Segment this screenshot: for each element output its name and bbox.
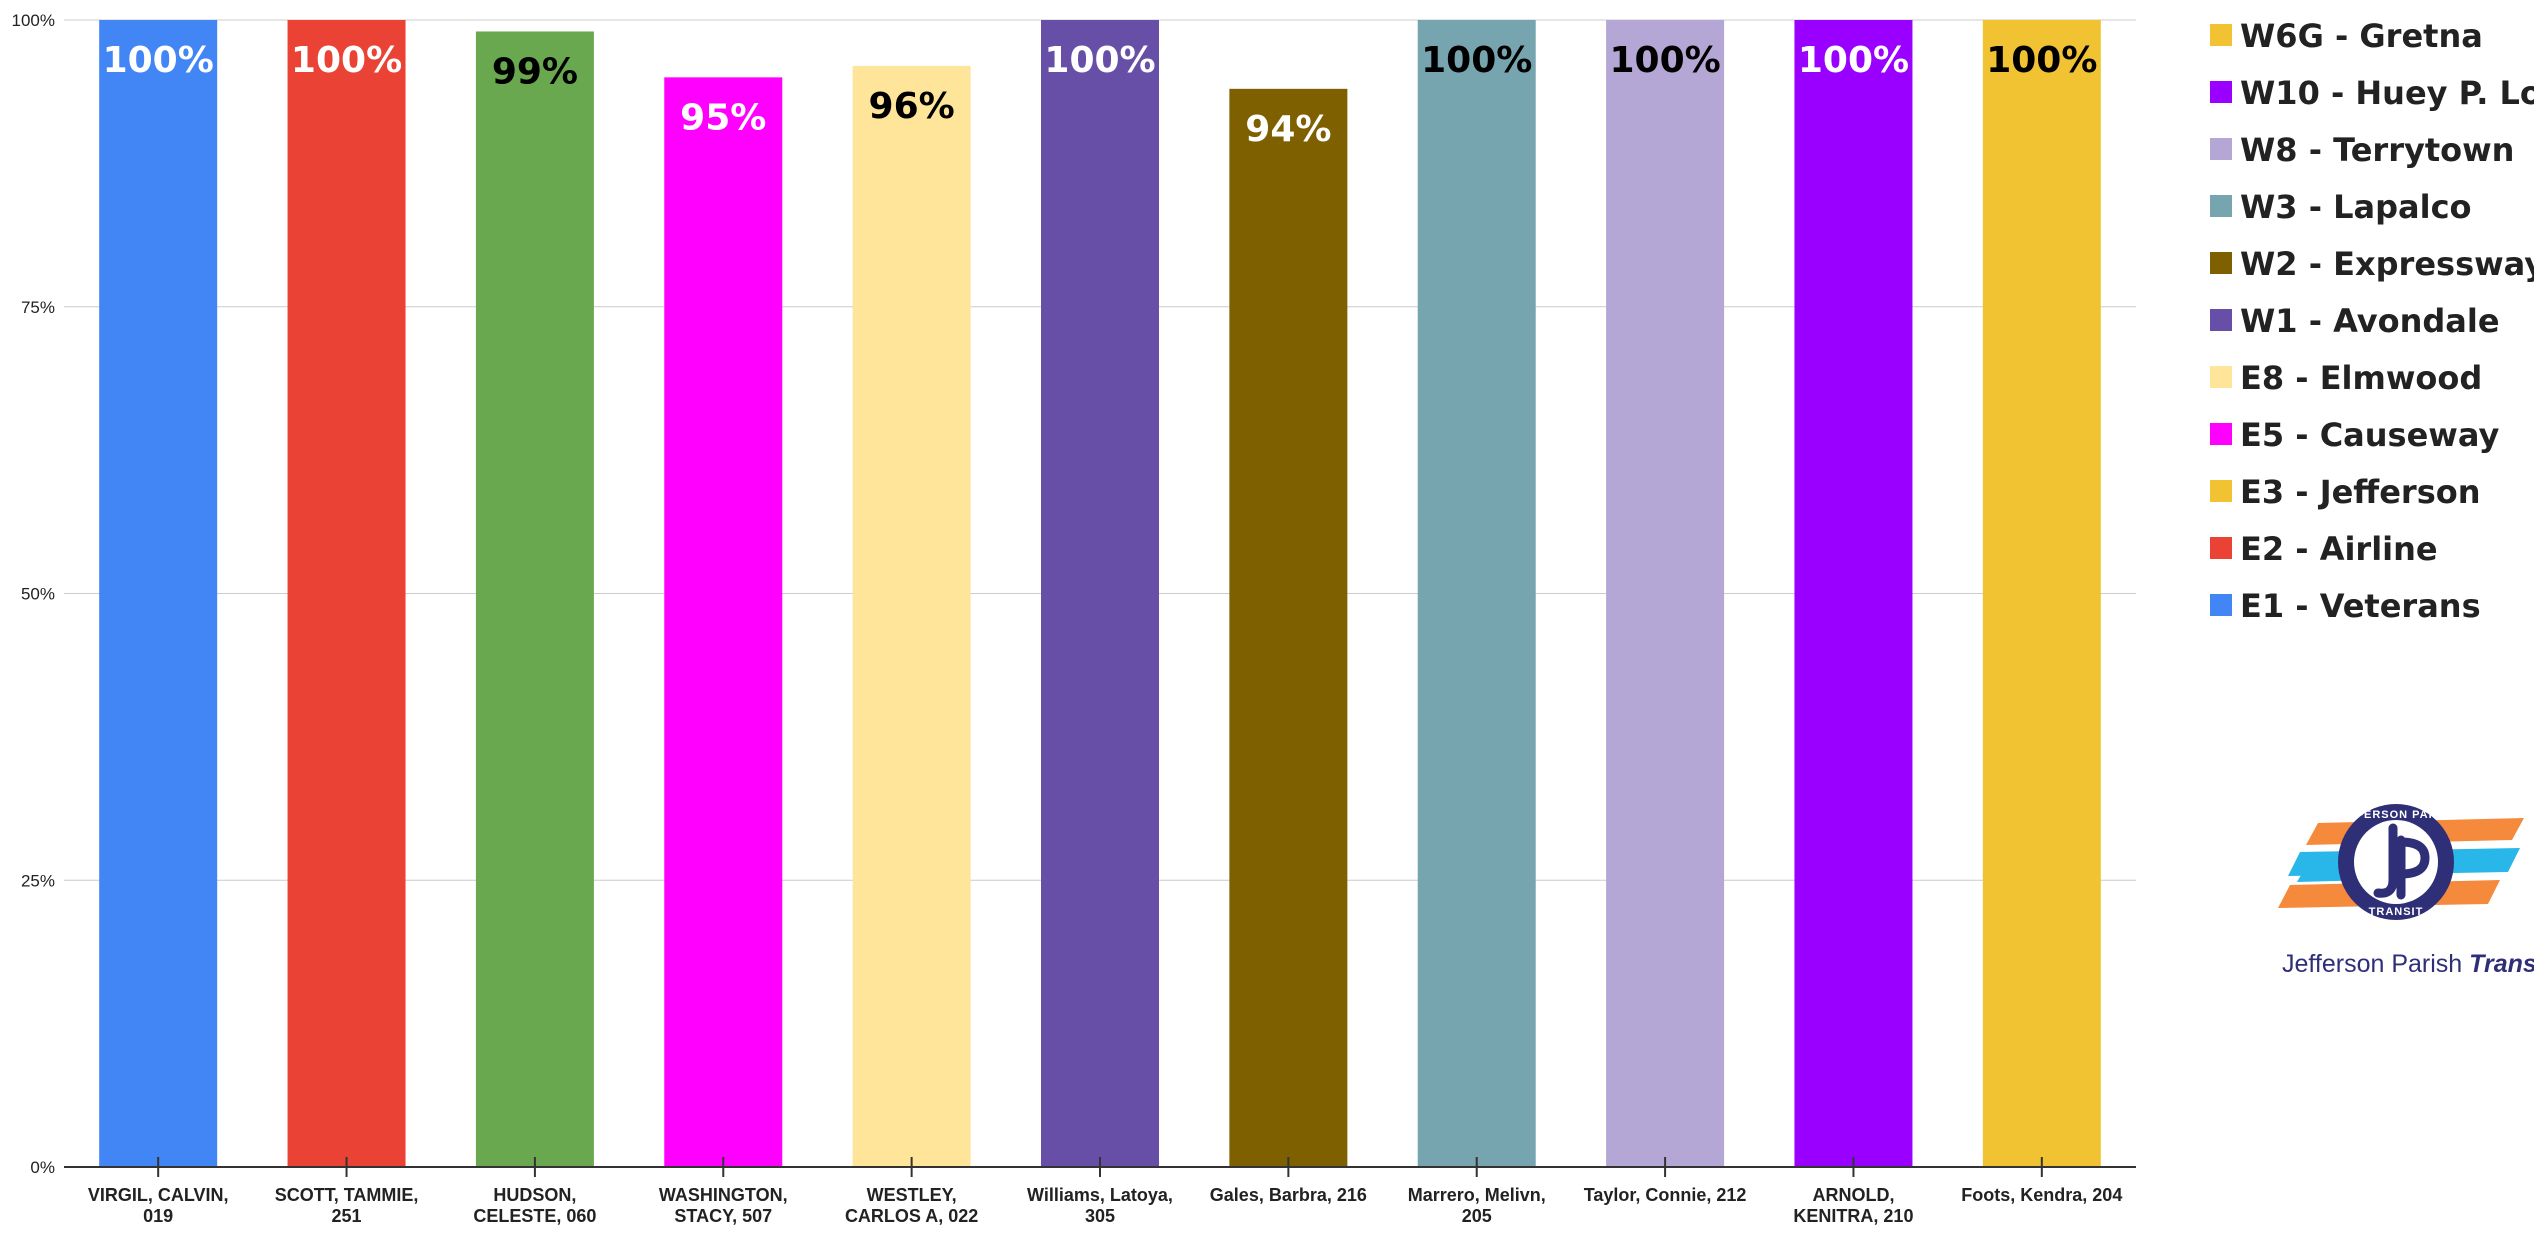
logo-ring: JEFFERSON PARISH TRANSIT [2333, 804, 2459, 920]
x-tick-label: HUDSON, CELESTE, 060 [473, 1185, 596, 1226]
x-tick-label: WASHINGTON, STACY, 507 [659, 1185, 788, 1226]
legend-item: W6G - Gretna [2210, 17, 2483, 55]
x-axis [64, 1157, 2136, 1177]
data-label: 100% [1798, 40, 1909, 81]
legend-item: E5 - Causeway [2210, 416, 2499, 454]
legend-label: W2 - Expressway [2240, 245, 2534, 283]
legend-item: W2 - Expressway [2210, 245, 2534, 283]
bar [1982, 20, 2101, 1167]
x-tick-label: Williams, Latoya, 305 [1027, 1185, 1173, 1226]
legend-swatch [2210, 138, 2232, 160]
data-label: 100% [103, 40, 214, 81]
legend-item: W3 - Lapalco [2210, 188, 2472, 226]
y-tick-label: 0% [30, 1158, 55, 1177]
legend-label: W6G - Gretna [2240, 17, 2483, 55]
data-label: 94% [1245, 109, 1331, 150]
bar [1041, 20, 1159, 1167]
data-label: 95% [680, 97, 766, 138]
logo-ring-top-text: JEFFERSON PARISH [2333, 809, 2459, 821]
logo-wordmark: Jefferson Parish Transit [2282, 950, 2534, 978]
data-label: 100% [291, 40, 402, 81]
data-label: 100% [1421, 40, 1532, 81]
legend-item: E2 - Airline [2210, 530, 2438, 568]
data-label: 99% [492, 51, 578, 92]
y-tick-label: 100% [12, 11, 55, 30]
y-axis-ticks: 0% 25% 50% 75% 100% [12, 11, 55, 1177]
legend-item: W8 - Terrytown [2210, 131, 2514, 169]
legend-label: E1 - Veterans [2240, 587, 2481, 625]
legend-label: W3 - Lapalco [2240, 188, 2472, 226]
y-tick-label: 25% [21, 871, 55, 890]
x-axis-labels: VIRGIL, CALVIN, 019 SCOTT, TAMMIE, 251 HUDSO… [88, 1185, 2122, 1226]
legend: W6G - Gretna W10 - Huey P. Long W8 - Terry… [2210, 17, 2534, 625]
bar [475, 31, 594, 1168]
x-tick-label: Taylor, Connie, 212 [1584, 1185, 1747, 1205]
y-tick-label: 75% [21, 298, 55, 317]
legend-swatch [2210, 480, 2232, 502]
legend-swatch [2210, 195, 2232, 217]
jefferson-parish-transit-logo: JEFFERSON PARISH TRANSIT Jefferson Paris… [2278, 804, 2534, 978]
bars [99, 20, 2101, 1168]
legend-label: W1 - Avondale [2240, 302, 2500, 340]
logo-ring-bottom-text: TRANSIT [2369, 906, 2424, 918]
bar [1417, 20, 1536, 1167]
legend-label: E8 - Elmwood [2240, 359, 2482, 397]
data-labels: 100% 100% 99% 95% 96% 100% 94% 100% 100% 100% 100% [103, 40, 2098, 150]
bar [1229, 88, 1348, 1168]
legend-swatch [2210, 81, 2232, 103]
legend-label: W10 - Huey P. Long [2240, 74, 2534, 112]
x-tick-label: WESTLEY, CARLOS A, 022 [845, 1185, 978, 1226]
legend-label: W8 - Terrytown [2240, 131, 2514, 169]
legend-swatch [2210, 309, 2232, 331]
x-tick-label: VIRGIL, CALVIN, 019 [88, 1185, 229, 1226]
x-tick-label: SCOTT, TAMMIE, 251 [275, 1185, 419, 1226]
data-label: 100% [1609, 40, 1720, 81]
legend-swatch [2210, 366, 2232, 388]
legend-swatch [2210, 252, 2232, 274]
legend-item: E8 - Elmwood [2210, 359, 2482, 397]
data-label: 96% [869, 86, 955, 127]
legend-item: W1 - Avondale [2210, 302, 2500, 340]
bar [664, 77, 783, 1168]
bar [287, 20, 406, 1167]
bar [1794, 20, 1913, 1167]
x-tick-label: Marrero, Melivn, 205 [1408, 1185, 1546, 1226]
legend-label: E3 - Jefferson [2240, 473, 2481, 511]
x-tick-label: Gales, Barbra, 216 [1210, 1185, 1367, 1205]
legend-item: E3 - Jefferson [2210, 473, 2481, 511]
legend-label: E2 - Airline [2240, 530, 2438, 568]
bar [852, 65, 971, 1167]
logo-name-bold: Transit [2469, 950, 2534, 978]
legend-swatch [2210, 24, 2232, 46]
data-label: 100% [1044, 40, 1155, 81]
legend-item: E1 - Veterans [2210, 587, 2481, 625]
y-tick-label: 50% [21, 585, 55, 604]
bar [1606, 20, 1725, 1167]
legend-swatch [2210, 594, 2232, 616]
legend-swatch [2210, 423, 2232, 445]
legend-label: E5 - Causeway [2240, 416, 2499, 454]
data-label: 100% [1986, 40, 2097, 81]
x-tick-label: ARNOLD, KENITRA, 210 [1793, 1185, 1913, 1226]
legend-item: W10 - Huey P. Long [2210, 74, 2534, 112]
x-tick-label: Foots, Kendra, 204 [1961, 1185, 2122, 1205]
bar [99, 20, 218, 1167]
legend-swatch [2210, 537, 2232, 559]
logo-name-regular: Jefferson Parish [2282, 950, 2469, 978]
